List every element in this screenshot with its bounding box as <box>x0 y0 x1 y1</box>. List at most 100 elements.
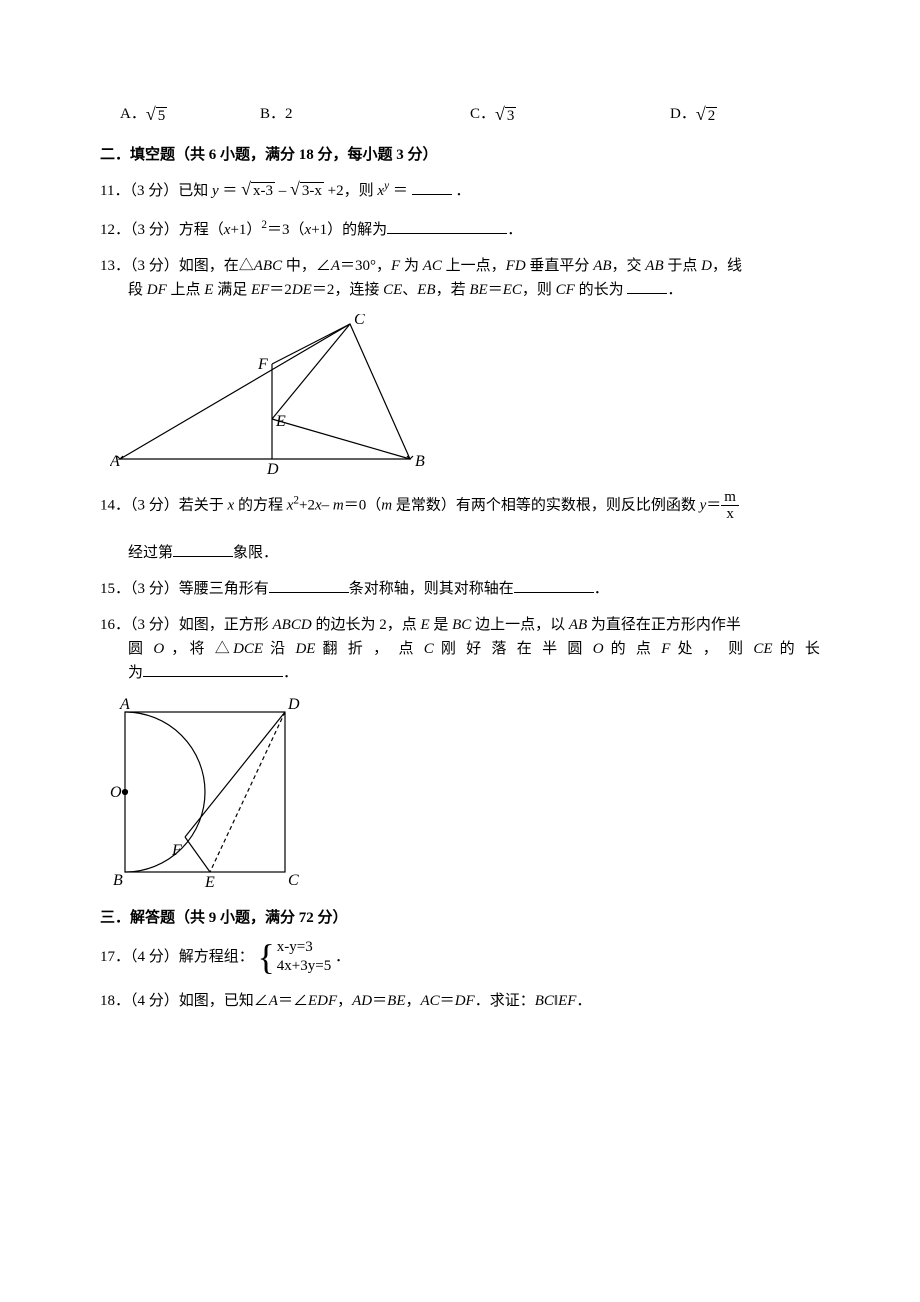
q11-ysup: y <box>384 180 389 192</box>
q18-c: ， <box>337 993 352 1009</box>
question-18: 18．（4 分）如图，已知∠A＝∠EDF，AD＝BE，AC＝DF．求证：BC‖E… <box>100 989 820 1013</box>
choice-c: C． √3 <box>470 100 670 129</box>
q13-f: F <box>391 258 400 274</box>
q18-ef: EF <box>558 993 576 1009</box>
choice-c-value: √3 <box>495 100 516 129</box>
q13-cf: CF <box>556 282 575 298</box>
q14-1a: 14．（3 分）若关于 <box>100 497 228 513</box>
q18-A: A <box>269 993 278 1009</box>
q13-2e: ＝2，连接 <box>312 282 383 298</box>
q16-3a: 为 <box>128 665 143 681</box>
q16-line3: 为． <box>100 661 820 685</box>
q13-2j: 的长为 <box>575 282 628 298</box>
fig13-label-e: E <box>275 413 286 430</box>
q13-ec: EC <box>503 282 522 298</box>
q16-blank <box>143 661 283 677</box>
q18-df: DF <box>455 993 475 1009</box>
q18-e: ， <box>405 993 420 1009</box>
q13-ab2: AB <box>645 258 663 274</box>
q16-period: ． <box>283 665 298 681</box>
q13-ef: EF <box>251 282 269 298</box>
q16-e: E <box>420 617 429 633</box>
q11-y: y <box>212 183 219 199</box>
q16-1b: 的边长为 2，点 <box>312 617 421 633</box>
q16-2h: 的 长 <box>773 641 820 657</box>
q13-1g: ，交 <box>612 258 646 274</box>
q17-prefix: 17．（4 分）解方程组： <box>100 949 254 965</box>
q18-bc: BC <box>535 993 554 1009</box>
q13-1e: 上一点， <box>442 258 506 274</box>
question-12: 12．（3 分）方程（x+1）2＝3（x+1）的解为． <box>100 216 820 242</box>
fig13-label-a: A <box>110 453 120 470</box>
q16-abcd: ABCD <box>273 617 312 633</box>
q15-period: ． <box>594 581 609 597</box>
q14-1d: – <box>322 497 333 513</box>
q14-blank <box>173 541 233 557</box>
choice-d-label: D． <box>670 102 696 126</box>
q13-line2: 段 DF 上点 E 满足 EF＝2DE＝2，连接 CE、EB，若 BE＝EC，则… <box>100 278 820 302</box>
figure-13-svg: A B C D E F <box>110 314 430 479</box>
question-11: 11．（3 分）已知 y ＝ √x-3 – √3-x +2，则 xy ＝ ． <box>100 175 820 204</box>
q18-period: ． <box>576 993 591 1009</box>
q16-2a: 圆 <box>128 641 153 657</box>
q16-dce: DCE <box>233 641 263 657</box>
q13-d: D <box>701 258 712 274</box>
q15-b: 条对称轴，则其对称轴在 <box>349 581 514 597</box>
choice-a: A． √5 <box>120 100 260 129</box>
q11-sqrt1: √x-3 <box>241 183 275 199</box>
q18-edf: EDF <box>308 993 337 1009</box>
q16-ce: CE <box>753 641 772 657</box>
q17-eq2: 4x+3y=5 <box>277 957 331 977</box>
choice-b-value: 2 <box>285 102 293 126</box>
q16-2e: 刚 好 落 在 半 圆 <box>434 641 593 657</box>
q16-1c: 是 <box>430 617 453 633</box>
q13-fd: FD <box>506 258 526 274</box>
q16-line2: 圆 O ，将 △DCE 沿 DE 翻 折 ， 点 C 刚 好 落 在 半 圆 O… <box>100 637 820 661</box>
choice-c-label: C． <box>470 102 495 126</box>
q13-eb: EB <box>417 282 435 298</box>
q14-1e: ＝0（ <box>344 497 382 513</box>
q13-a: A <box>331 258 340 274</box>
q15-a: 15．（3 分）等腰三角形有 <box>100 581 269 597</box>
q16-2b: ，将 △ <box>164 641 233 657</box>
question-13: 13．（3 分）如图，在△ABC 中，∠A＝30°，F 为 AC 上一点，FD … <box>100 254 820 302</box>
q16-1e: 为直径在正方形内作半 <box>587 617 741 633</box>
question-16: 16．（3 分）如图，正方形 ABCD 的边长为 2，点 E 是 BC 边上一点… <box>100 613 820 685</box>
q12-d: +1）的解为 <box>311 222 387 238</box>
q17-period: ． <box>335 949 350 965</box>
question-14: 14．（3 分）若关于 x 的方程 x2+2x– m＝0（m 是常数）有两个相等… <box>100 489 820 565</box>
q13-ab: AB <box>593 258 611 274</box>
question-15: 15．（3 分）等腰三角形有 条对称轴，则其对称轴在 ． <box>100 577 820 601</box>
q13-2g: ，若 <box>436 282 470 298</box>
q13-1b: 中，∠ <box>282 258 331 274</box>
q12-c: ＝3（ <box>267 222 305 238</box>
fig13-label-c: C <box>354 314 365 328</box>
q12-period: ． <box>507 222 522 238</box>
q13-2i: ，则 <box>522 282 556 298</box>
q18-d: ＝ <box>372 993 387 1009</box>
q16-2f: 的 点 <box>604 641 662 657</box>
q16-o: O <box>153 641 164 657</box>
q18-f: ＝ <box>440 993 455 1009</box>
q16-2g: 处 ， 则 <box>670 641 753 657</box>
question-17: 17．（4 分）解方程组： { x-y=3 4x+3y=5 ． <box>100 938 820 977</box>
q13-be: BE <box>469 282 487 298</box>
q13-1c: ＝30°， <box>340 258 391 274</box>
q18-ad: AD <box>352 993 372 1009</box>
choice-d: D． √2 <box>670 100 717 129</box>
q11-minus: – <box>279 183 287 199</box>
q11-sqrt2: √3-x <box>290 183 324 199</box>
section-3-header: 三．解答题（共 9 小题，满分 72 分） <box>100 906 820 930</box>
q16-c: C <box>424 641 434 657</box>
q13-abc: ABC <box>254 258 282 274</box>
q13-2b: 上点 <box>167 282 205 298</box>
q14-1b: 的方程 <box>234 497 287 513</box>
q14-m1: m <box>333 497 344 513</box>
q14-1c: +2 <box>299 497 315 513</box>
q15-blank2 <box>514 577 594 593</box>
q11-prefix: 11．（3 分）已知 <box>100 183 212 199</box>
q13-2f: 、 <box>402 282 417 298</box>
q14-1g: ＝ <box>706 497 721 513</box>
fig16-label-a: A <box>119 697 130 713</box>
q11-eq: ＝ <box>222 183 237 199</box>
